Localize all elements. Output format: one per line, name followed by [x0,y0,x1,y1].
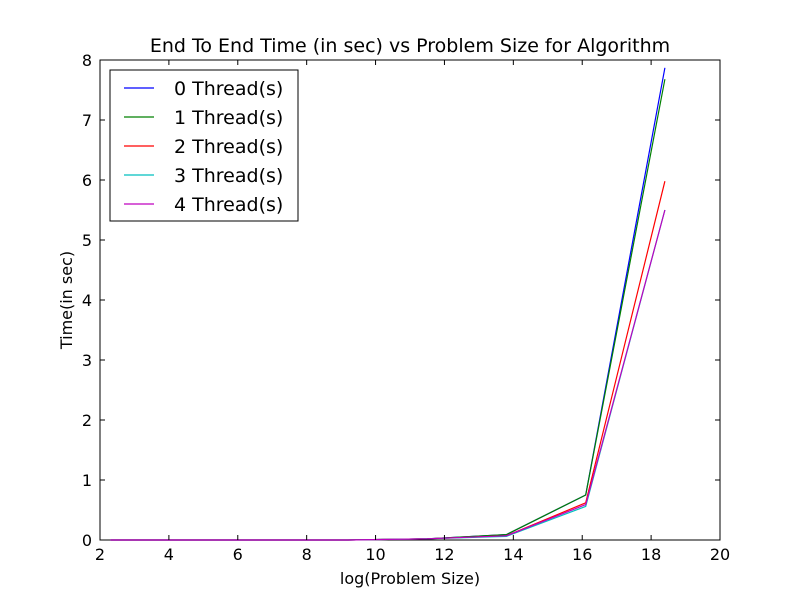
y-tick-label: 2 [82,411,92,430]
x-tick-label: 2 [95,545,105,564]
y-tick-label: 7 [82,111,92,130]
x-tick-label: 20 [710,545,730,564]
x-tick-label: 14 [503,545,523,564]
y-tick-label: 8 [82,51,92,70]
legend-label-2: 2 Thread(s) [174,136,283,158]
x-axis-title: log(Problem Size) [340,569,480,588]
y-tick-label: 4 [82,291,92,310]
y-tick-label: 3 [82,351,92,370]
y-tick-label: 1 [82,471,92,490]
y-tick-label: 6 [82,171,92,190]
x-tick-label: 4 [164,545,174,564]
y-tick-label: 5 [82,231,92,250]
x-tick-label: 18 [641,545,661,564]
chart-title: End To End Time (in sec) vs Problem Size… [150,35,670,57]
x-tick-label: 6 [233,545,243,564]
x-tick-label: 16 [572,545,592,564]
series-layer [110,67,666,541]
legend-label-4: 4 Thread(s) [174,194,283,216]
x-tick-label: 12 [434,545,454,564]
legend-label-3: 3 Thread(s) [174,165,283,187]
legend-label-1: 1 Thread(s) [174,107,283,129]
y-tick-label: 0 [82,531,92,550]
legend: 0 Thread(s) 1 Thread(s) 2 Thread(s) 3 Threa… [109,69,299,222]
y-axis-title: Time(in sec) [57,251,76,350]
x-tick-label: 10 [365,545,385,564]
x-tick-label: 8 [302,545,312,564]
series-line-4 [110,209,666,541]
legend-label-0: 0 Thread(s) [174,78,283,100]
